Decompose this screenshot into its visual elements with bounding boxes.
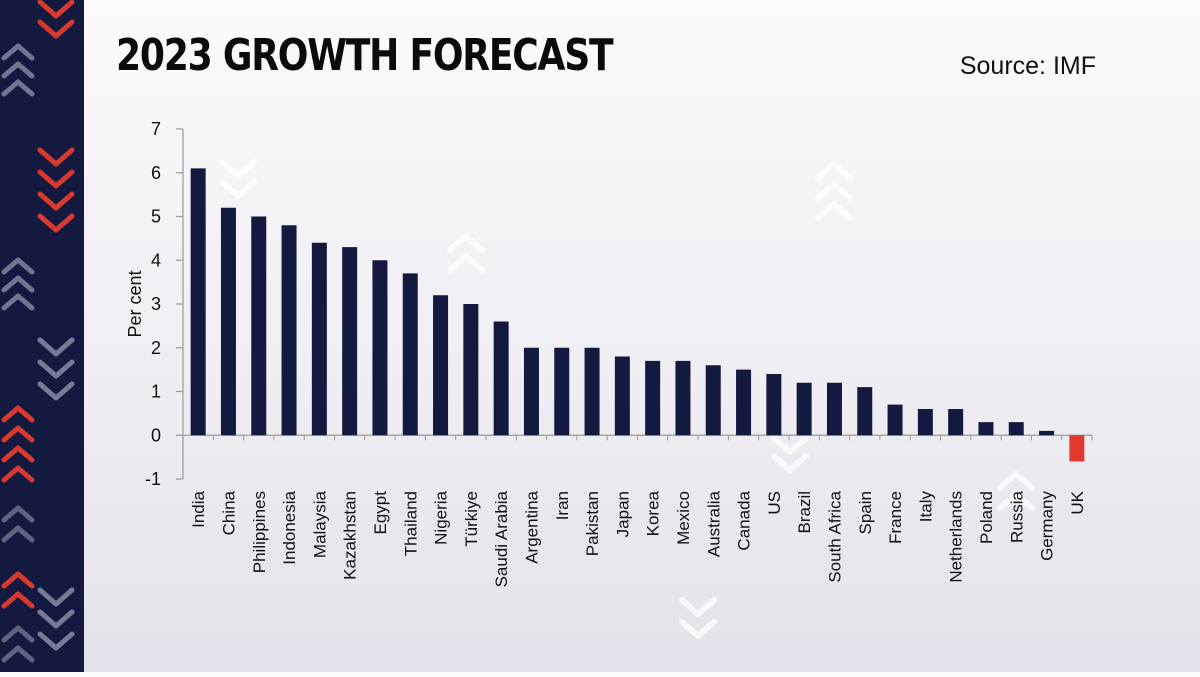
y-tick-label: 0 bbox=[151, 425, 161, 445]
category-label: Kazakhstan bbox=[341, 491, 360, 580]
bar-mexico bbox=[675, 360, 691, 436]
bar-france bbox=[887, 404, 903, 436]
bar-saudi-arabia bbox=[493, 321, 509, 436]
category-label: Netherlands bbox=[947, 491, 966, 583]
y-tick-label: 4 bbox=[151, 250, 161, 270]
bar-south-africa bbox=[826, 382, 842, 436]
category-label: Australia bbox=[704, 490, 723, 557]
category-label: Korea bbox=[644, 490, 663, 536]
category-label: Saudi Arabia bbox=[492, 490, 511, 587]
bar-poland bbox=[978, 422, 994, 436]
bar-indonesia bbox=[281, 225, 297, 436]
chevron-down-icon bbox=[37, 0, 75, 233]
bar-china bbox=[220, 207, 236, 436]
bar-thailand bbox=[402, 273, 418, 436]
y-tick-label: 1 bbox=[151, 382, 161, 402]
bar-t-rkiye bbox=[463, 304, 479, 436]
category-label: Poland bbox=[977, 491, 996, 544]
bar-egypt bbox=[372, 260, 388, 436]
page-title: 2023 GROWTH FORECAST bbox=[116, 30, 614, 81]
category-label: Malaysia bbox=[310, 490, 329, 558]
category-label: Nigeria bbox=[432, 490, 451, 544]
category-label: Brazil bbox=[795, 491, 814, 534]
category-label: UK bbox=[1068, 490, 1087, 514]
bar-iran bbox=[554, 347, 570, 436]
bar-argentina bbox=[523, 347, 539, 436]
chevron-down-icon bbox=[37, 337, 75, 651]
decorative-sidebar bbox=[0, 0, 84, 672]
category-label: Türkiye bbox=[462, 491, 481, 547]
category-label: Russia bbox=[1007, 490, 1026, 543]
chevron-up-icon bbox=[1, 43, 35, 311]
chevron-up-icon bbox=[1, 505, 35, 663]
category-label: Philippines bbox=[250, 491, 269, 573]
category-label: Canada bbox=[735, 490, 754, 550]
chevron-up-icon bbox=[997, 471, 1035, 511]
chevron-down-icon bbox=[679, 597, 717, 639]
bar-kazakhstan bbox=[342, 247, 358, 436]
category-label: France bbox=[886, 491, 905, 544]
y-tick-label: 3 bbox=[151, 294, 161, 314]
category-label: Japan bbox=[613, 491, 632, 537]
category-label: South Africa bbox=[825, 490, 844, 582]
bar-brazil bbox=[796, 382, 812, 436]
category-label: Germany bbox=[1038, 491, 1057, 561]
chevron-down-icon bbox=[771, 435, 809, 473]
category-label: Pakistan bbox=[583, 491, 602, 556]
chevron-up-icon bbox=[447, 233, 485, 273]
y-tick-label: -1 bbox=[145, 469, 161, 489]
bar-australia bbox=[705, 365, 721, 436]
bar-canada bbox=[736, 369, 752, 436]
bar-philippines bbox=[251, 216, 267, 436]
bar-uk bbox=[1069, 435, 1085, 462]
category-label: Argentina bbox=[522, 490, 541, 563]
bar-korea bbox=[645, 360, 661, 436]
chevron-pattern bbox=[1, 0, 75, 663]
y-tick-label: 5 bbox=[151, 207, 161, 227]
source-label: Source: IMF bbox=[959, 52, 1096, 80]
y-tick-label: 2 bbox=[151, 338, 161, 358]
y-axis-title: Per cent bbox=[125, 270, 145, 337]
y-tick-label: 6 bbox=[151, 163, 161, 183]
bar-russia bbox=[1008, 422, 1024, 436]
bar-india bbox=[190, 168, 206, 436]
bar-us bbox=[766, 374, 782, 436]
category-label: US bbox=[765, 491, 784, 515]
category-label: Indonesia bbox=[280, 490, 299, 564]
bar-japan bbox=[614, 356, 630, 436]
chevron-down-icon bbox=[219, 159, 257, 199]
category-label: Thailand bbox=[401, 491, 420, 556]
bar-malaysia bbox=[311, 242, 327, 436]
bar-pakistan bbox=[584, 347, 600, 436]
bar-nigeria bbox=[433, 295, 449, 436]
bar-italy bbox=[917, 409, 933, 436]
chevron-up-icon bbox=[1, 405, 35, 609]
category-label: Mexico bbox=[674, 491, 693, 545]
bar-spain bbox=[857, 387, 873, 436]
category-label: Iran bbox=[553, 491, 572, 520]
bar-germany bbox=[1039, 430, 1055, 436]
bar-netherlands bbox=[948, 409, 964, 436]
chevron-up-icon bbox=[815, 161, 853, 221]
category-label: China bbox=[219, 490, 238, 535]
category-label: Italy bbox=[916, 491, 935, 523]
category-label: Spain bbox=[856, 491, 875, 534]
category-label: India bbox=[189, 490, 208, 527]
y-tick-label: 7 bbox=[151, 119, 161, 139]
category-label: Egypt bbox=[371, 491, 390, 535]
